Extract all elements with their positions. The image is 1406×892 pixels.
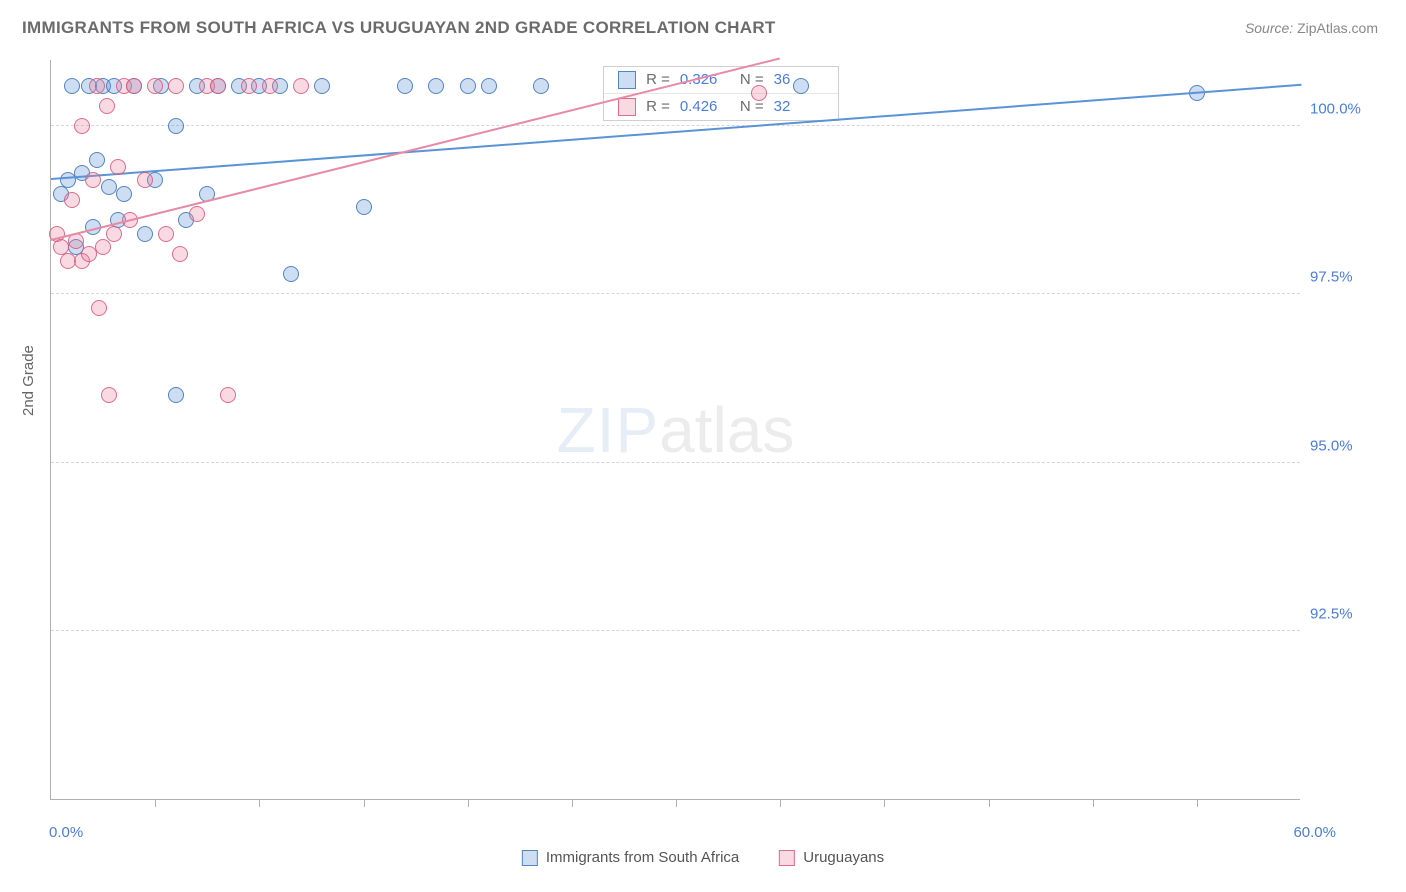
data-point bbox=[60, 172, 76, 188]
y-tick-label: 97.5% bbox=[1310, 269, 1395, 286]
x-tick bbox=[884, 799, 885, 807]
legend-swatch bbox=[618, 71, 636, 89]
legend-r-value: 0.426 bbox=[680, 98, 730, 115]
data-point bbox=[397, 78, 413, 94]
data-point bbox=[168, 78, 184, 94]
x-tick bbox=[1093, 799, 1094, 807]
series-legend: Immigrants from South Africa Uruguayans bbox=[522, 849, 884, 866]
y-tick-label: 100.0% bbox=[1310, 101, 1395, 118]
data-point bbox=[95, 239, 111, 255]
data-point bbox=[101, 387, 117, 403]
data-point bbox=[293, 78, 309, 94]
watermark: ZIPatlas bbox=[557, 393, 795, 467]
data-point bbox=[85, 172, 101, 188]
data-point bbox=[751, 85, 767, 101]
source-credit: Source: ZipAtlas.com bbox=[1245, 20, 1378, 36]
chart-title: IMMIGRANTS FROM SOUTH AFRICA VS URUGUAYA… bbox=[22, 18, 776, 38]
data-point bbox=[189, 206, 205, 222]
x-tick bbox=[155, 799, 156, 807]
data-point bbox=[89, 78, 105, 94]
data-point bbox=[283, 266, 299, 282]
legend-row: R = 0.426 N = 32 bbox=[604, 94, 838, 120]
data-point bbox=[64, 192, 80, 208]
x-tick bbox=[572, 799, 573, 807]
data-point bbox=[89, 152, 105, 168]
data-point bbox=[793, 78, 809, 94]
watermark-atlas: atlas bbox=[659, 394, 794, 466]
data-point bbox=[533, 78, 549, 94]
data-point bbox=[314, 78, 330, 94]
legend-swatch bbox=[522, 850, 538, 866]
legend-n-label: N = bbox=[740, 98, 764, 115]
gridline bbox=[51, 125, 1300, 126]
data-point bbox=[110, 159, 126, 175]
legend-item: Immigrants from South Africa bbox=[522, 849, 739, 866]
data-point bbox=[210, 78, 226, 94]
x-tick bbox=[259, 799, 260, 807]
data-point bbox=[137, 172, 153, 188]
x-tick bbox=[989, 799, 990, 807]
x-tick bbox=[676, 799, 677, 807]
data-point bbox=[460, 78, 476, 94]
data-point bbox=[220, 387, 236, 403]
gridline bbox=[51, 462, 1300, 463]
data-point bbox=[147, 78, 163, 94]
data-point bbox=[106, 226, 122, 242]
legend-swatch bbox=[618, 98, 636, 116]
legend-item: Uruguayans bbox=[779, 849, 884, 866]
data-point bbox=[172, 246, 188, 262]
x-tick bbox=[364, 799, 365, 807]
data-point bbox=[158, 226, 174, 242]
source-label: Source: bbox=[1245, 20, 1293, 36]
watermark-zip: ZIP bbox=[557, 394, 660, 466]
y-tick-label: 92.5% bbox=[1310, 605, 1395, 622]
legend-r-label: R = bbox=[646, 98, 670, 115]
data-point bbox=[262, 78, 278, 94]
legend-swatch bbox=[779, 850, 795, 866]
data-point bbox=[60, 253, 76, 269]
data-point bbox=[81, 246, 97, 262]
data-point bbox=[481, 78, 497, 94]
y-axis-title: 2nd Grade bbox=[20, 345, 37, 416]
x-tick bbox=[780, 799, 781, 807]
data-point bbox=[126, 78, 142, 94]
data-point bbox=[241, 78, 257, 94]
y-tick-label: 95.0% bbox=[1310, 437, 1395, 454]
data-point bbox=[91, 300, 107, 316]
legend-n-value: 32 bbox=[774, 98, 824, 115]
x-axis-end-label: 60.0% bbox=[1293, 824, 1336, 841]
data-point bbox=[64, 78, 80, 94]
data-point bbox=[74, 118, 90, 134]
x-axis-start-label: 0.0% bbox=[49, 824, 83, 841]
x-tick bbox=[468, 799, 469, 807]
legend-series-name: Uruguayans bbox=[803, 849, 884, 866]
data-point bbox=[168, 118, 184, 134]
legend-series-name: Immigrants from South Africa bbox=[546, 849, 739, 866]
source-value: ZipAtlas.com bbox=[1297, 20, 1378, 36]
gridline bbox=[51, 293, 1300, 294]
data-point bbox=[137, 226, 153, 242]
data-point bbox=[116, 186, 132, 202]
data-point bbox=[99, 98, 115, 114]
x-tick bbox=[1197, 799, 1198, 807]
data-point bbox=[428, 78, 444, 94]
plot-area: ZIPatlas 0.0% 60.0% R =0.326N =36R =0.42… bbox=[50, 60, 1300, 800]
data-point bbox=[356, 199, 372, 215]
data-point bbox=[168, 387, 184, 403]
gridline bbox=[51, 630, 1300, 631]
